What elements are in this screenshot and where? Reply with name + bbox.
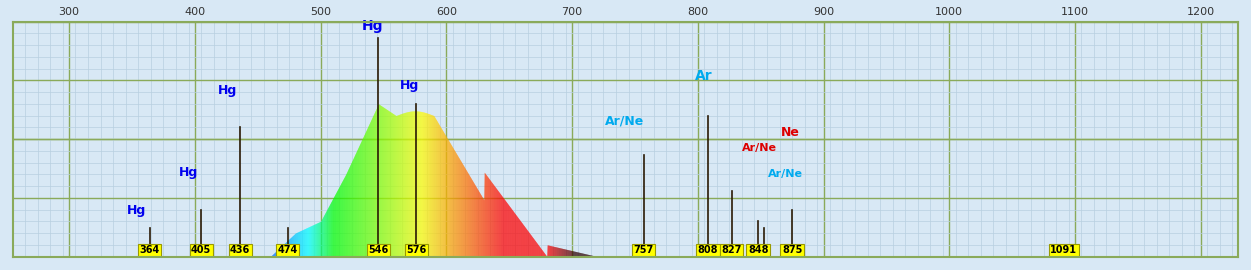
Text: 405: 405 xyxy=(191,245,211,255)
Text: 757: 757 xyxy=(633,245,654,255)
Text: 808: 808 xyxy=(698,245,718,255)
Text: 1091: 1091 xyxy=(1050,245,1077,255)
Text: 827: 827 xyxy=(722,245,742,255)
Text: Hg: Hg xyxy=(128,204,146,217)
Text: 546: 546 xyxy=(368,245,389,255)
Text: Hg: Hg xyxy=(362,19,383,33)
Text: Hg: Hg xyxy=(400,79,419,92)
Text: Ar/Ne: Ar/Ne xyxy=(742,143,777,153)
Text: Hg: Hg xyxy=(179,166,198,179)
Text: Hg: Hg xyxy=(218,84,238,97)
Text: Ar/Ne: Ar/Ne xyxy=(768,169,803,179)
Text: Ar: Ar xyxy=(696,69,713,83)
Text: 436: 436 xyxy=(230,245,250,255)
Text: 474: 474 xyxy=(278,245,298,255)
Text: 875: 875 xyxy=(782,245,802,255)
Text: Ne: Ne xyxy=(781,126,799,139)
Text: 576: 576 xyxy=(407,245,427,255)
Text: 848: 848 xyxy=(748,245,768,255)
Text: 364: 364 xyxy=(139,245,160,255)
Text: Ar/Ne: Ar/Ne xyxy=(605,114,644,127)
